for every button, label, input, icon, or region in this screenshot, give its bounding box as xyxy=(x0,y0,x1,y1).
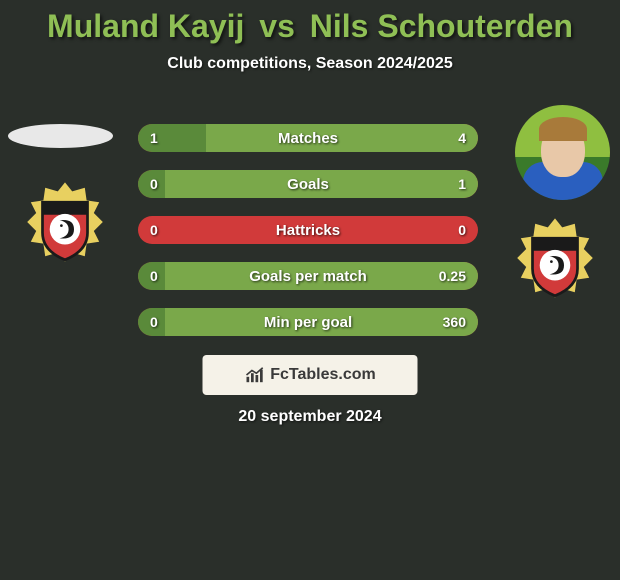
stat-rows-container: 1 Matches 4 0 Goals 1 0 Hattricks 0 0 Go… xyxy=(138,124,478,354)
stat-row: 0 Goals per match 0.25 xyxy=(138,262,478,290)
stat-value-right: 360 xyxy=(443,314,466,330)
player2-club-badge xyxy=(510,213,600,303)
date-text: 20 september 2024 xyxy=(238,408,381,426)
stat-label: Min per goal xyxy=(264,314,352,331)
stat-row: 1 Matches 4 xyxy=(138,124,478,152)
stat-value-right: 0 xyxy=(458,222,466,238)
subtitle: Club competitions, Season 2024/2025 xyxy=(0,55,620,91)
stat-value-left: 1 xyxy=(150,130,158,146)
player1-club-badge xyxy=(20,177,110,267)
stat-value-left: 0 xyxy=(150,222,158,238)
brand-chart-icon xyxy=(244,366,266,384)
stat-label: Hattricks xyxy=(276,222,340,239)
player2-avatar xyxy=(515,105,610,200)
stat-row: 0 Min per goal 360 xyxy=(138,308,478,336)
stat-row: 0 Hattricks 0 xyxy=(138,216,478,244)
stat-value-right: 4 xyxy=(458,130,466,146)
player1-name: Muland Kayij xyxy=(47,8,244,44)
stat-value-left: 0 xyxy=(150,268,158,284)
stat-bar-left xyxy=(138,124,206,152)
avatar-hair xyxy=(539,117,587,141)
club-badge-icon xyxy=(20,177,110,267)
comparison-title: Muland Kayij vs Nils Schouterden xyxy=(0,0,620,55)
stat-label: Matches xyxy=(278,130,338,147)
vs-text: vs xyxy=(253,8,301,44)
brand-box: FcTables.com xyxy=(203,355,418,395)
stat-value-left: 0 xyxy=(150,176,158,192)
stat-row: 0 Goals 1 xyxy=(138,170,478,198)
club-badge-icon xyxy=(510,213,600,303)
stat-bar-right xyxy=(206,124,478,152)
stat-value-right: 1 xyxy=(458,176,466,192)
player1-avatar-placeholder xyxy=(8,124,113,148)
player2-name: Nils Schouterden xyxy=(310,8,573,44)
stat-value-left: 0 xyxy=(150,314,158,330)
stat-label: Goals xyxy=(287,176,329,193)
brand-text: FcTables.com xyxy=(270,366,376,384)
stat-value-right: 0.25 xyxy=(439,268,466,284)
stat-label: Goals per match xyxy=(249,268,367,285)
